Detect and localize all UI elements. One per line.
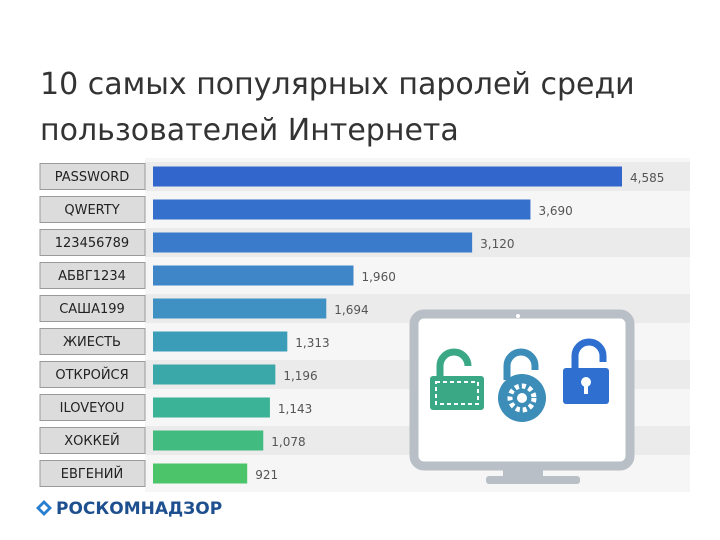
lock-shackle	[436, 348, 472, 378]
category-label: PASSWORD	[55, 170, 130, 185]
category-box	[39, 394, 146, 421]
value-label: 921	[255, 468, 278, 482]
monitor-neck	[503, 466, 543, 478]
category-label: АБВГ1234	[58, 269, 126, 284]
category-label: 123456789	[55, 236, 129, 251]
bar	[153, 232, 473, 253]
category-label: QWERTY	[64, 203, 119, 218]
category-box	[39, 229, 146, 256]
category-box	[39, 328, 146, 355]
bar	[153, 397, 270, 418]
title-box: 10 самых популярных паролей среди пользо…	[40, 67, 635, 148]
camera	[516, 314, 520, 318]
value-label: 1,143	[278, 402, 312, 416]
category-box	[39, 163, 146, 190]
bar	[153, 166, 622, 187]
bar	[153, 298, 327, 319]
logo: РОСКОМНАДЗОР	[36, 499, 222, 519]
category-label: ЕВГЕНИЙ	[61, 466, 124, 482]
lock-shackle	[503, 348, 539, 380]
value-label: 1,694	[334, 303, 368, 317]
bar	[153, 463, 248, 484]
category-box	[39, 262, 146, 289]
lock-body	[430, 376, 484, 410]
bar	[153, 265, 354, 286]
bar	[153, 430, 264, 451]
bar	[153, 364, 276, 385]
category-label: ILOVEYOU	[60, 401, 125, 416]
bar	[153, 199, 531, 220]
value-label: 3,120	[480, 237, 514, 251]
monitor-illustration	[409, 309, 635, 484]
category-label: ЖИЕСТЬ	[63, 335, 121, 350]
category-label: ХОККЕЙ	[64, 433, 120, 449]
value-label: 1,960	[361, 270, 395, 284]
category-box	[39, 460, 146, 487]
logo-text: РОСКОМНАДЗОР	[56, 499, 222, 519]
category-box	[39, 427, 146, 454]
lock-pattern	[435, 381, 479, 405]
value-label: 1,313	[295, 336, 329, 350]
value-label: 3,690	[538, 204, 572, 218]
lock-gear	[507, 383, 537, 413]
category-label: ОТКРОЙСЯ	[55, 367, 128, 383]
category-box	[39, 361, 146, 388]
bar	[153, 331, 288, 352]
slide-title: 10 самых популярных паролей среди пользо…	[40, 67, 635, 148]
monitor-base	[486, 476, 580, 484]
value-label: 1,078	[271, 435, 305, 449]
keyhole	[584, 382, 588, 394]
lock-gear-center	[517, 393, 527, 403]
lock-shackle	[571, 338, 607, 370]
category-label: САША199	[59, 302, 125, 317]
logo-icon	[40, 504, 48, 512]
value-label: 1,196	[283, 369, 317, 383]
value-label: 4,585	[630, 171, 664, 185]
category-box	[39, 295, 146, 322]
category-box	[39, 196, 146, 223]
